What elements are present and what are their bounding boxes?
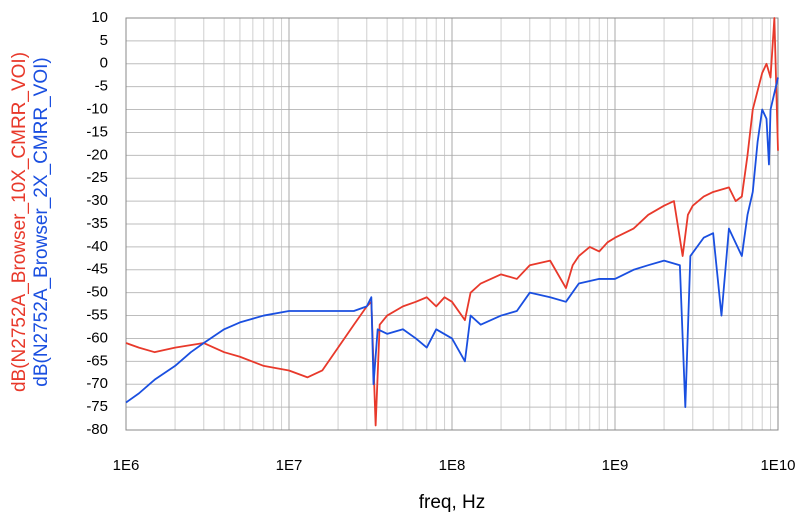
y-tick-label: -75 [86,398,108,415]
y-tick-label: -60 [86,329,108,346]
series-line [125,17,779,427]
y-tick-label: -5 [95,78,108,95]
x-tick-label: 1E9 [602,457,629,474]
y-tick-label: -35 [86,215,108,232]
y-tick-label: -40 [86,238,108,255]
y-tick-label: -25 [86,169,108,186]
x-tick-label: 1E8 [439,457,466,474]
y-tick-label: 0 [100,55,108,72]
y-tick-label: 5 [100,32,108,49]
x-tick-label: 1E10 [760,457,795,474]
y-tick-label: -30 [86,192,108,209]
plot-frame [125,17,779,431]
y-tick-label: -55 [86,307,108,324]
y-tick-label: -10 [86,101,108,118]
y-tick-label: -50 [86,284,108,301]
x-axis-title: freq, Hz [419,492,486,513]
series-line [125,77,779,409]
y-tick-label: -20 [86,146,108,163]
y-tick-label: -80 [86,421,108,438]
y-tick-label: 10 [91,9,108,26]
legend-label: dB(N2752A_Browser_10X_CMRR_VOI) [9,52,30,392]
x-tick-label: 1E6 [113,457,140,474]
legend-label: dB(N2752A_Browser_2X_CMRR_VOI) [31,57,52,386]
y-tick-label: -70 [86,375,108,392]
x-tick-label: 1E7 [276,457,303,474]
y-tick-label: -65 [86,352,108,369]
y-tick-label: -15 [86,123,108,140]
y-tick-label: -45 [86,261,108,278]
